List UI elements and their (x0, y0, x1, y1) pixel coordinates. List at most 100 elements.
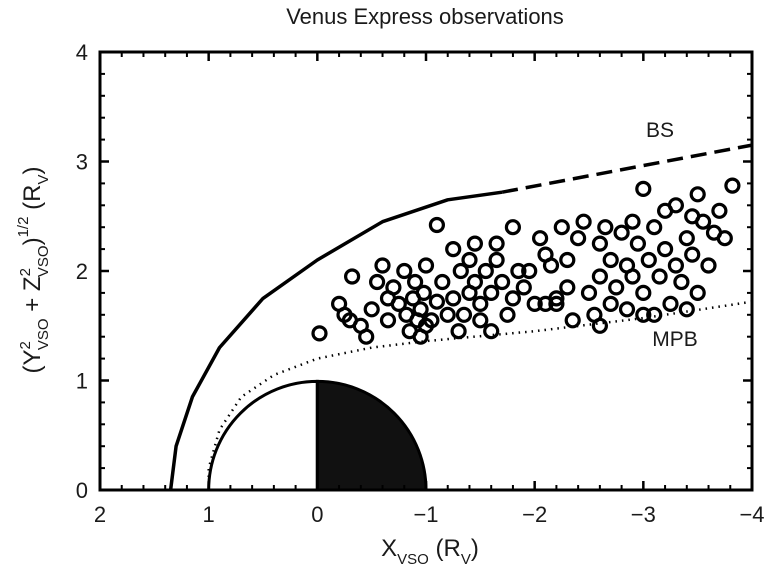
observation-point (483, 323, 500, 340)
x-tick-label: 0 (311, 502, 323, 527)
observation-point (515, 279, 532, 296)
observation-point (415, 284, 432, 301)
observation-point (488, 251, 505, 269)
observation-point (618, 301, 636, 318)
observation-point (591, 268, 609, 285)
observation-point (646, 219, 663, 236)
observation-point (477, 262, 494, 280)
observation-point (439, 306, 456, 323)
observation-point (569, 230, 587, 247)
observation-point (635, 180, 652, 197)
planet-day-side (207, 379, 319, 492)
observation-point (591, 235, 609, 252)
observation-point (472, 312, 489, 329)
observation-point (358, 328, 375, 345)
observation-point (580, 284, 598, 301)
observation-point (499, 306, 516, 323)
bow-shock-dashed (501, 143, 753, 194)
observation-point (542, 257, 560, 274)
observation-point (488, 235, 505, 252)
observation-point (369, 273, 386, 291)
observation-point (662, 295, 679, 312)
observation-point (640, 251, 657, 269)
observation-point (390, 295, 407, 312)
y-tick-label: 4 (76, 40, 88, 65)
y-tick-label: 2 (76, 259, 88, 284)
observation-point (597, 219, 614, 236)
x-axis-label: XVSO (RV) (381, 535, 479, 568)
observation-point (504, 219, 522, 236)
y-tick-label: 1 (76, 369, 88, 394)
observation-point (656, 241, 674, 258)
observation-point (624, 268, 641, 285)
observation-point (724, 177, 741, 194)
observation-point (711, 202, 728, 219)
x-tick-label: 1 (203, 502, 215, 527)
plot-area (168, 143, 753, 492)
observation-point (445, 290, 462, 307)
observation-point (379, 312, 397, 329)
x-tick-label: −4 (739, 502, 764, 527)
observation-point (673, 273, 690, 291)
observation-point (417, 317, 435, 334)
observation-point (450, 323, 467, 340)
observation-point (678, 301, 695, 318)
observation-point (472, 295, 489, 312)
observation-point (526, 295, 543, 312)
observation-point (635, 284, 652, 301)
observation-point (667, 197, 685, 214)
observation-point (363, 301, 380, 318)
chart-title: Venus Express observations (286, 4, 564, 29)
observation-point (483, 284, 500, 301)
bow-shock-solid (168, 190, 503, 491)
x-tick-label: −3 (631, 502, 656, 527)
observation-point (452, 262, 469, 280)
observation-point (651, 268, 668, 285)
observation-point (344, 268, 361, 285)
mpb-label: MPB (652, 328, 698, 351)
observation-point (667, 257, 685, 274)
observation-point (412, 301, 429, 318)
observation-point (494, 273, 511, 291)
observation-point (559, 279, 576, 296)
observation-point (466, 235, 483, 252)
observation-point (466, 273, 483, 291)
observation-point (591, 317, 609, 334)
observation-point (689, 284, 706, 301)
y-tick-label: 0 (76, 478, 88, 503)
observation-point (613, 224, 630, 241)
observation-point (602, 295, 619, 312)
bs-label: BS (646, 119, 674, 142)
observation-point (311, 325, 328, 342)
observation-point (700, 257, 717, 274)
y-tick-label: 3 (76, 150, 88, 175)
observation-point (716, 230, 733, 247)
observation-point (646, 306, 663, 323)
observation-point (635, 306, 652, 323)
observation-point (694, 213, 712, 230)
x-tick-label: −1 (413, 502, 438, 527)
x-tick-label: −2 (522, 502, 547, 527)
observation-point (548, 295, 565, 312)
x-tick-label: 2 (94, 502, 106, 527)
observation-point (629, 235, 647, 252)
observation-point (455, 306, 473, 323)
axis-ticks: 2 1 0 −1 −2 −3 −4 0 1 2 3 4 (76, 40, 765, 527)
observation-point (428, 293, 445, 310)
observation-point (445, 241, 462, 258)
observation-point (374, 257, 391, 274)
observation-point (504, 290, 522, 307)
observation-point (575, 213, 592, 230)
observation-point (564, 312, 581, 329)
observation-point (553, 219, 570, 236)
observation-point (548, 290, 565, 307)
observation-point (385, 279, 402, 296)
y-axis-label: (Y2VSO + Z2VSO)1/2 (RV) (15, 167, 52, 374)
observation-point (510, 262, 527, 280)
observation-point (602, 251, 619, 269)
observation-point (396, 262, 413, 280)
observation-point (559, 251, 576, 269)
observation-point (531, 230, 549, 247)
observation-point (407, 273, 424, 291)
